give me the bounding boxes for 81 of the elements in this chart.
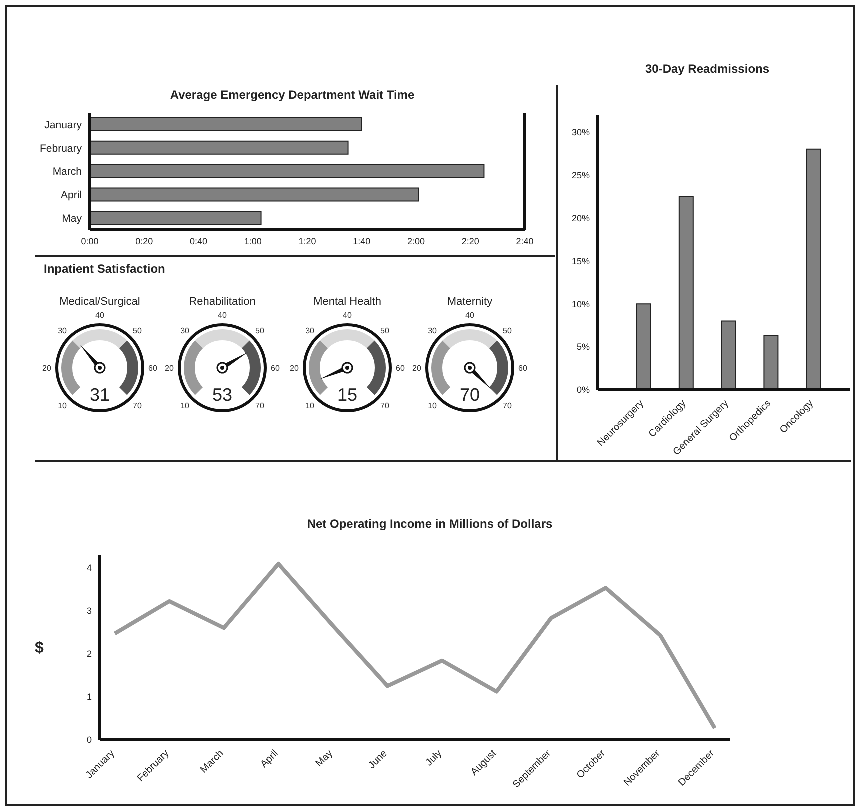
- data-label: 53: [212, 385, 233, 405]
- text: 40: [218, 311, 228, 320]
- chart-title: Net Operating Income in Millions of Dollars: [306, 517, 554, 531]
- text: 60: [148, 364, 158, 373]
- bar: [806, 148, 822, 390]
- text: 40: [96, 311, 105, 320]
- text: 30: [180, 326, 190, 336]
- y-tick-label: 25%: [572, 170, 590, 180]
- y-tick-label: 30%: [572, 127, 590, 138]
- bar: [636, 304, 652, 390]
- x-tick-label: 1:00: [244, 236, 262, 246]
- y-tick-label: 5%: [576, 342, 590, 352]
- text: 10: [180, 401, 190, 410]
- y-tick-label: January: [44, 119, 83, 132]
- bar: [90, 211, 262, 226]
- text: Maternity: [446, 296, 494, 308]
- text: 20: [42, 364, 52, 373]
- text: 50: [133, 326, 142, 336]
- data-label: 15: [337, 385, 358, 405]
- y-axis-title: $: [35, 640, 44, 658]
- y-tick-label: 1: [86, 692, 92, 702]
- text: 30: [58, 326, 68, 336]
- text: 70: [133, 401, 142, 410]
- text: Mental Health: [312, 296, 382, 308]
- text: 30: [428, 326, 438, 336]
- text: Inpatient Satisfaction: [44, 262, 166, 276]
- x-tick-label: 1:40: [353, 236, 371, 246]
- bar: [90, 188, 420, 202]
- text: 20: [412, 364, 422, 373]
- line-series: [113, 562, 717, 730]
- text: 70: [503, 401, 512, 410]
- y-tick-label: 15%: [572, 256, 590, 266]
- y-tick-label: 0%: [576, 385, 590, 396]
- chart-title: Average Emergency Department Wait Time: [169, 88, 416, 102]
- data-label: 70: [460, 385, 480, 405]
- bar: [764, 335, 779, 390]
- y-tick-label: 20%: [572, 213, 590, 224]
- x-tick-label: 2:20: [462, 236, 480, 246]
- y-tick-label: May: [62, 213, 83, 226]
- text: 50: [256, 326, 265, 336]
- y-tick-label: 2: [86, 649, 92, 660]
- bar: [90, 118, 362, 132]
- text: 10: [306, 401, 316, 410]
- data-label: 31: [90, 385, 110, 405]
- text: 70: [256, 401, 265, 410]
- x-tick-label: June: [366, 748, 390, 772]
- x-tick-label: 0:20: [136, 236, 154, 246]
- text: 50: [380, 326, 390, 336]
- text: 50: [503, 326, 512, 336]
- text: Medical/Surgical: [58, 296, 142, 308]
- x-tick-label: 2:00: [407, 236, 426, 246]
- y-tick-label: April: [60, 190, 82, 202]
- text: 30: [306, 326, 316, 336]
- bar: [721, 320, 736, 390]
- bar: [90, 140, 349, 155]
- text: 60: [396, 364, 406, 373]
- y-tick-label: 3: [86, 606, 92, 616]
- text: 10: [58, 401, 68, 410]
- text: 60: [518, 364, 528, 373]
- text: 20: [165, 364, 174, 373]
- x-tick-label: 2:40: [516, 236, 534, 246]
- x-tick-label: July: [424, 748, 444, 769]
- x-tick-label: 0:40: [190, 236, 208, 246]
- text: 70: [380, 401, 390, 410]
- bar: [90, 164, 485, 178]
- y-tick-label: 10%: [572, 299, 590, 310]
- text: 40: [466, 311, 475, 320]
- y-tick-label: 4: [86, 563, 92, 574]
- text: Rehabilitation: [188, 296, 257, 308]
- text: 10: [428, 401, 438, 410]
- x-tick-label: May: [314, 748, 336, 770]
- x-tick-label: 1:20: [298, 236, 316, 246]
- y-tick-label: February: [40, 142, 83, 155]
- bar: [678, 196, 694, 390]
- x-tick-label: 0:00: [81, 236, 99, 246]
- text: 40: [343, 311, 352, 320]
- chart-title: 30-Day Readmissions: [644, 62, 771, 76]
- text: 60: [271, 364, 280, 373]
- text: 20: [290, 364, 300, 373]
- y-tick-label: 0: [86, 735, 92, 746]
- y-tick-label: March: [52, 166, 82, 178]
